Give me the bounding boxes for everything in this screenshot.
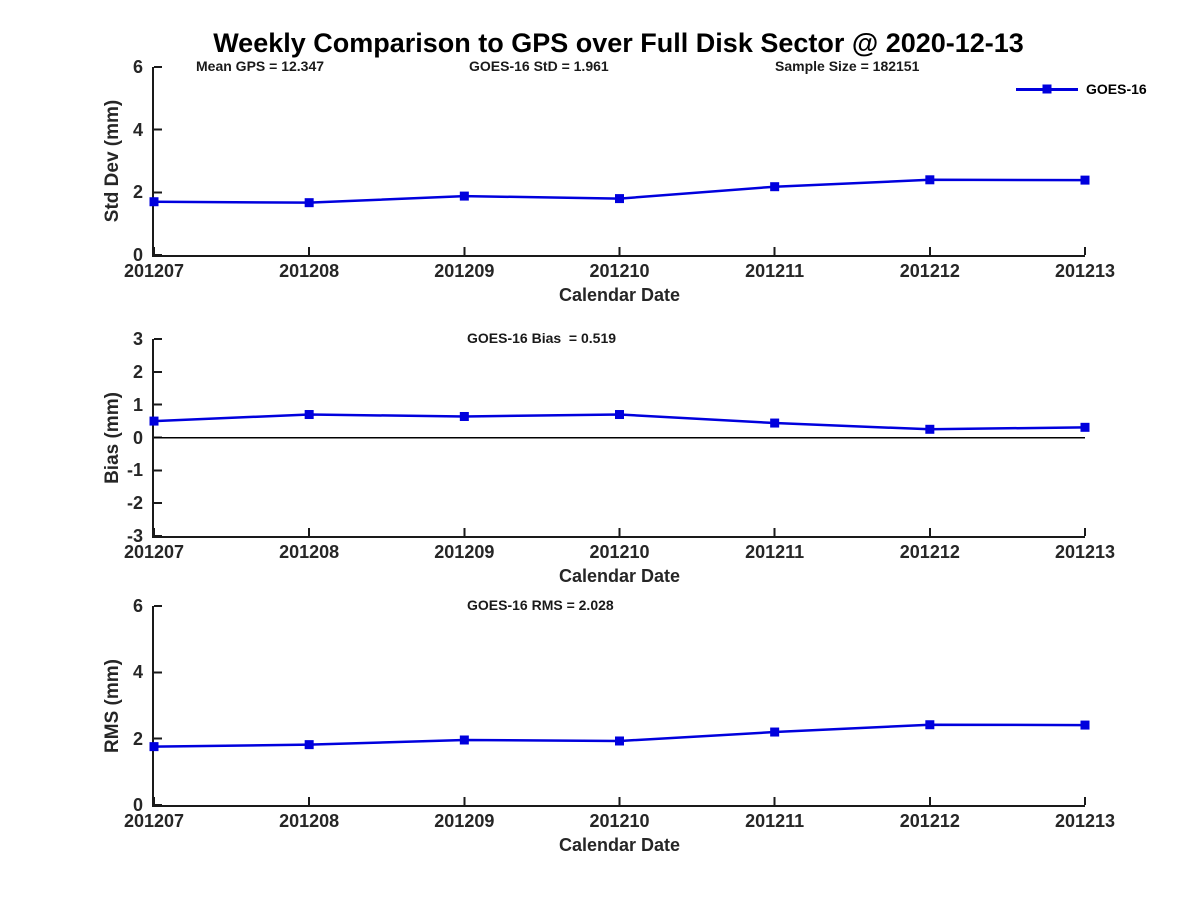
x-tick-label: 201209 (434, 811, 495, 831)
y-tick-label: -1 (126, 460, 143, 481)
rms-line-series (149, 605, 1090, 806)
y-tick-label: 4 (132, 662, 143, 683)
y-tick-label: 1 (132, 394, 143, 415)
y-tick-label: 0 (132, 245, 143, 265)
x-tick-label: 201213 (1054, 261, 1116, 281)
x-tick-label: 201207 (123, 811, 185, 831)
figure-title: Weekly Comparison to GPS over Full Disk … (213, 28, 1024, 58)
x-tick-label: 201212 (899, 261, 960, 281)
x-tick-label: 201210 (589, 542, 650, 562)
x-tick-label: 201210 (589, 811, 650, 831)
x-tick-label: 201209 (434, 542, 495, 562)
stddev-plot-area: Std Dev (mm) Mean GPS = 12.347 GOES-16 S… (102, 58, 1147, 304)
x-tick-label: 201210 (589, 261, 650, 281)
annotation-goes16-bias: GOES-16 Bias = 0.519 (467, 330, 617, 346)
y-tick-label: 6 (132, 596, 143, 616)
x-tick-label: 201211 (745, 811, 805, 831)
x-tick-label: 201208 (279, 542, 340, 562)
x-tick-label: 201211 (745, 542, 805, 562)
x-tick-label: 201208 (279, 261, 340, 281)
legend-label: GOES-16 (1086, 81, 1147, 97)
rms-plot-area: RMS (mm) GOES-16 RMS = 2.028 Calendar Da… (102, 597, 1115, 854)
y-tick-label: 2 (132, 728, 143, 749)
x-tick-label: 201207 (123, 542, 185, 562)
bias-plot-area: Bias (mm) GOES-16 Bias = 0.519 Calendar … (102, 330, 1115, 585)
stddev-y-axis-label: Std Dev (mm) (102, 99, 123, 223)
x-tick-label: 201207 (123, 261, 185, 281)
y-tick-label: 6 (132, 57, 143, 77)
x-tick-label: 201209 (434, 261, 495, 281)
bias-y-axis-label: Bias (mm) (102, 391, 123, 484)
legend: GOES-16 (1016, 81, 1147, 97)
x-tick-label: 201211 (745, 261, 805, 281)
y-tick-label: 0 (132, 427, 143, 448)
legend-square-marker (1042, 84, 1052, 94)
y-tick-label: 0 (132, 795, 143, 815)
legend-line-swatch (1016, 84, 1078, 94)
bias-x-axis-label: Calendar Date (558, 566, 681, 586)
x-tick-label: 201208 (279, 811, 340, 831)
rms-y-axis-label: RMS (mm) (102, 658, 123, 753)
x-tick-label: 201212 (899, 542, 960, 562)
y-tick-label: 4 (132, 119, 143, 140)
y-tick-label: 2 (132, 182, 143, 203)
x-tick-label: 201213 (1054, 811, 1116, 831)
y-tick-label: -2 (126, 493, 143, 514)
y-tick-label: 2 (132, 361, 143, 382)
x-tick-label: 201213 (1054, 542, 1116, 562)
annotation-sample-size: Sample Size = 182151 (775, 58, 920, 74)
rms-x-axis-label: Calendar Date (558, 835, 681, 855)
x-tick-label: 201212 (899, 811, 960, 831)
stddev-x-axis-label: Calendar Date (558, 285, 681, 305)
annotation-mean-gps: Mean GPS = 12.347 (196, 58, 325, 74)
annotation-goes16-std: GOES-16 StD = 1.961 (469, 58, 609, 74)
stddev-line-series (149, 66, 1090, 256)
annotation-goes16-rms: GOES-16 RMS = 2.028 (467, 597, 614, 613)
y-tick-label: -3 (126, 526, 143, 546)
bias-line-series (149, 338, 1090, 537)
y-tick-label: 3 (132, 329, 143, 349)
